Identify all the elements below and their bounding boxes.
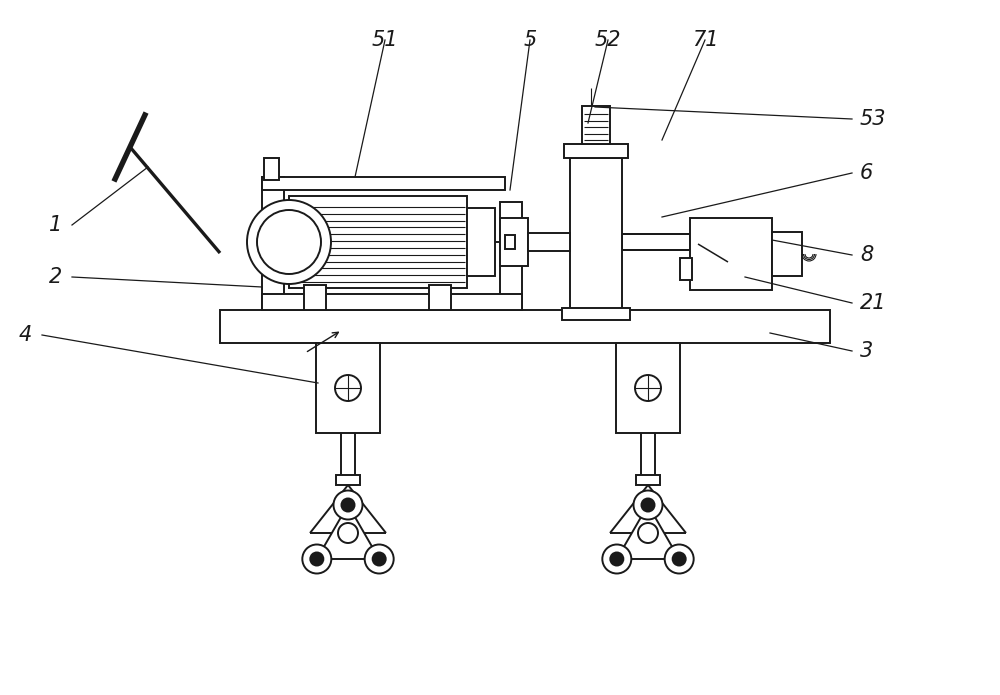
Circle shape — [247, 200, 331, 284]
Bar — [562, 308, 630, 320]
Bar — [262, 177, 284, 310]
Bar — [505, 235, 515, 249]
Bar — [500, 218, 528, 266]
Bar — [690, 218, 772, 290]
Circle shape — [365, 544, 394, 573]
Bar — [304, 285, 326, 310]
Bar — [500, 202, 522, 310]
Circle shape — [635, 375, 661, 401]
Bar — [680, 258, 692, 280]
Bar — [322, 343, 374, 351]
Bar — [636, 475, 660, 485]
Bar — [582, 106, 610, 144]
Bar — [316, 343, 380, 433]
Bar — [289, 196, 467, 288]
Circle shape — [673, 553, 686, 566]
Text: 5: 5 — [523, 30, 537, 50]
Circle shape — [610, 553, 623, 566]
Circle shape — [334, 491, 363, 519]
Circle shape — [665, 544, 694, 573]
Circle shape — [373, 553, 386, 566]
Circle shape — [338, 523, 358, 543]
Bar — [264, 158, 279, 180]
Bar — [262, 177, 505, 190]
Text: 2: 2 — [49, 267, 62, 287]
Text: 53: 53 — [860, 109, 886, 129]
Bar — [467, 208, 495, 276]
Text: 52: 52 — [595, 30, 621, 50]
Bar — [528, 233, 570, 251]
Text: 71: 71 — [692, 30, 718, 50]
Bar — [622, 234, 690, 250]
Text: 6: 6 — [860, 163, 873, 183]
Text: 21: 21 — [860, 293, 886, 313]
Circle shape — [341, 498, 355, 512]
Bar — [772, 232, 802, 276]
Bar — [220, 310, 830, 343]
Bar — [336, 475, 360, 485]
Bar — [262, 294, 522, 310]
Circle shape — [302, 544, 331, 573]
Circle shape — [641, 498, 655, 512]
Bar — [616, 343, 680, 433]
Text: 3: 3 — [860, 341, 873, 361]
Circle shape — [257, 210, 321, 274]
Polygon shape — [617, 505, 679, 559]
Circle shape — [335, 375, 361, 401]
Circle shape — [634, 491, 662, 519]
Text: 51: 51 — [372, 30, 398, 50]
Bar — [429, 285, 451, 310]
Polygon shape — [317, 505, 379, 559]
Circle shape — [310, 553, 323, 566]
Circle shape — [602, 544, 631, 573]
Bar — [564, 144, 628, 158]
Text: 8: 8 — [860, 245, 873, 265]
Circle shape — [638, 523, 658, 543]
Text: 1: 1 — [49, 215, 62, 235]
Text: 4: 4 — [19, 325, 32, 345]
Bar — [570, 158, 622, 310]
Bar — [622, 343, 674, 351]
